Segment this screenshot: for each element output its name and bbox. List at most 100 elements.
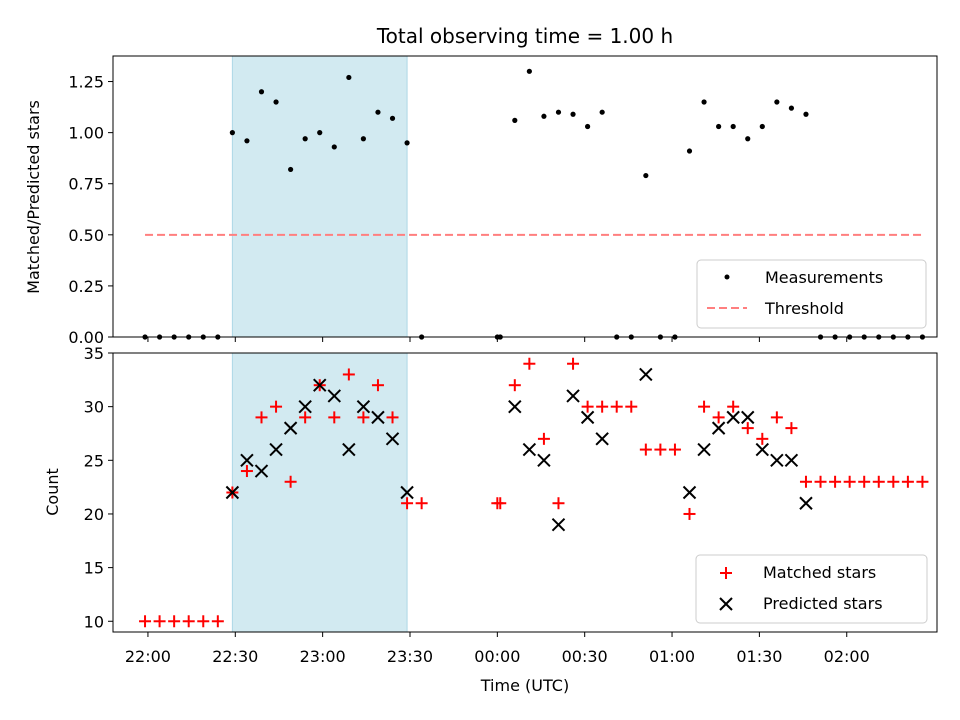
- ratio-y-axis: 0.00 0.25 0.50 0.75 1.00 1.25: [68, 73, 113, 347]
- matched-star-point: [727, 400, 740, 413]
- ratio-y-tick-label: 0.25: [68, 277, 104, 296]
- predicted-star-point: [400, 485, 414, 500]
- count-y-tick-label: 20: [84, 505, 104, 524]
- measurement-point: [730, 123, 736, 130]
- legend-predicted-marker: [719, 597, 733, 611]
- count-panel-frame: [112, 352, 938, 633]
- matched-star-point: [712, 411, 725, 424]
- predicted-star-point: [595, 432, 609, 446]
- measurement-point: [404, 140, 410, 146]
- measurement-point: [229, 130, 235, 136]
- legend-measurements-label: Measurements: [765, 268, 883, 287]
- count-x-tick-label: 22:30: [212, 647, 258, 666]
- matched-star-point: [668, 443, 681, 456]
- matched-star-point: [299, 411, 312, 424]
- matched-stars-series: [139, 357, 929, 628]
- measurement-point: [774, 99, 780, 105]
- matched-star-point: [683, 507, 696, 520]
- x-axis-label: Time (UTC): [480, 676, 569, 695]
- measurement-point: [331, 144, 337, 150]
- matched-star-point: [328, 411, 341, 424]
- predicted-stars-series: [225, 367, 813, 532]
- measurement-point: [375, 109, 381, 115]
- count-x-tick-label: 23:30: [387, 647, 433, 666]
- measurement-point: [716, 123, 722, 130]
- predicted-star-point: [298, 399, 312, 414]
- measurement-point: [788, 105, 795, 111]
- ratio-panel-frame: [112, 55, 938, 338]
- predicted-star-point: [385, 432, 400, 446]
- matched-star-point: [371, 379, 384, 392]
- matched-star-point: [567, 357, 580, 370]
- predicted-star-point: [537, 453, 551, 468]
- predicted-star-point: [356, 399, 371, 414]
- matched-star-point: [625, 400, 638, 413]
- predicted-star-point: [269, 442, 283, 457]
- matched-star-point: [401, 497, 414, 510]
- predicted-star-point: [522, 442, 537, 457]
- matched-star-point: [508, 379, 521, 392]
- count-x-tick-label: 01:00: [649, 647, 695, 666]
- matched-star-point: [785, 422, 798, 435]
- count-y-tick-label: 10: [84, 612, 104, 631]
- count-x-tick-label: 00:30: [562, 647, 608, 666]
- legend-predicted-label: Predicted stars: [763, 594, 883, 613]
- predicted-star-point: [799, 496, 813, 510]
- count-y-tick-label: 35: [84, 344, 104, 363]
- matched-star-point: [872, 475, 885, 488]
- predicted-star-point: [225, 485, 240, 500]
- ratio-legend: Measurements Threshold: [696, 259, 927, 329]
- matched-star-point: [814, 475, 827, 488]
- predicted-star-point: [639, 367, 653, 382]
- count-y-axis-label: Count: [43, 468, 62, 516]
- matched-star-point: [596, 400, 609, 413]
- measurement-point: [585, 123, 591, 130]
- predicted-star-point: [283, 421, 298, 435]
- measurement-point: [302, 136, 308, 142]
- ratio-y-tick-label: 1.25: [68, 73, 104, 92]
- predicted-star-point: [371, 410, 385, 425]
- measurement-point: [599, 109, 605, 115]
- predicted-star-point: [682, 485, 697, 500]
- measurement-point: [346, 74, 352, 81]
- count-x-tick-label: 23:00: [300, 647, 346, 666]
- matched-star-point: [610, 400, 623, 413]
- measurement-point: [555, 109, 562, 115]
- count-y-tick-label: 25: [84, 451, 104, 470]
- count-x-tick-label: 00:00: [474, 647, 520, 666]
- predicted-star-point: [726, 410, 740, 425]
- matched-star-point: [270, 400, 283, 413]
- matched-star-point: [523, 357, 536, 370]
- predicted-star-point: [240, 453, 254, 468]
- measurement-point: [745, 136, 751, 142]
- matched-star-point: [552, 497, 565, 510]
- ratio-y-tick-label: 1.00: [68, 124, 104, 143]
- matched-star-point: [698, 400, 711, 413]
- matched-star-point: [240, 465, 253, 478]
- measurement-point: [701, 99, 707, 105]
- count-x-tick-label: 01:30: [736, 647, 782, 666]
- measurement-point: [360, 136, 367, 142]
- count-legend: Matched stars Predicted stars: [695, 554, 928, 624]
- count-x-tick-label: 02:00: [824, 647, 870, 666]
- ratio-panel: 0.00 0.25 0.50 0.75 1.00 1.25 Matched/Predict…: [24, 55, 938, 347]
- predicted-star-point: [741, 410, 755, 425]
- measurement-point: [526, 68, 532, 74]
- legend-threshold-label: Threshold: [764, 299, 844, 318]
- matched-star-point: [415, 497, 428, 510]
- matched-star-point: [284, 475, 297, 488]
- legend-matched-label: Matched stars: [763, 563, 876, 582]
- count-y-axis: 10 15 20 25 30 35: [84, 344, 113, 631]
- ratio-y-tick-label: 0.50: [68, 226, 104, 245]
- matched-star-point: [494, 497, 507, 510]
- observing-window-shade: [231, 55, 408, 338]
- predicted-star-point: [551, 517, 566, 532]
- predicted-star-point: [784, 453, 799, 468]
- measurement-point: [686, 148, 693, 154]
- predicted-star-point: [342, 442, 356, 457]
- measurement-point: [512, 117, 518, 123]
- matched-star-point: [581, 400, 594, 413]
- measurement-point: [643, 172, 649, 179]
- matched-star-point: [537, 432, 550, 445]
- ratio-y-tick-label: 0.00: [68, 328, 104, 347]
